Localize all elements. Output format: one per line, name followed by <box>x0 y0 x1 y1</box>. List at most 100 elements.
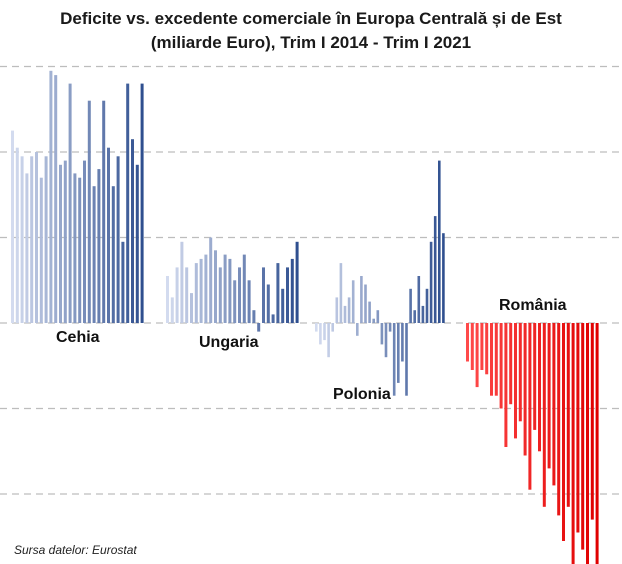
bar-romnia-22 <box>571 323 575 564</box>
bar-polonia-26 <box>421 305 425 323</box>
bar-polonia-1 <box>319 323 322 345</box>
bar-romnia-8 <box>504 323 508 447</box>
bar-polonia-23 <box>409 288 412 323</box>
bar-romnia-0 <box>466 323 469 362</box>
bar-ungaria-21 <box>266 284 270 323</box>
bar-romnia-19 <box>557 323 561 516</box>
bar-cehia-0 <box>11 130 14 323</box>
bar-cehia-26 <box>135 164 139 323</box>
bar-romnia-10 <box>514 323 517 439</box>
bar-polonia-30 <box>438 160 441 323</box>
bar-ungaria-16 <box>242 254 246 323</box>
country-label-cehia: Cehia <box>56 329 100 346</box>
bar-cehia-24 <box>126 83 130 323</box>
bar-ungaria-13 <box>228 258 232 323</box>
bar-ungaria-19 <box>257 323 261 332</box>
bar-cehia-15 <box>83 160 86 323</box>
chart-title: Deficite vs. excedente comerciale în Eur… <box>60 9 562 28</box>
bar-cehia-13 <box>73 173 77 323</box>
country-label-ungaria: Ungaria <box>199 334 259 351</box>
bar-ungaria-27 <box>295 241 299 323</box>
bar-polonia-0 <box>315 323 318 332</box>
chart-subtitle: (miliarde Euro), Trim I 2014 - Trim I 20… <box>150 33 472 52</box>
bar-cehia-2 <box>20 156 24 323</box>
bar-cehia-4 <box>30 156 34 323</box>
bar-cehia-19 <box>102 100 106 323</box>
bar-romnia-25 <box>586 323 589 564</box>
bar-polonia-20 <box>397 323 400 383</box>
bar-polonia-9 <box>351 280 355 324</box>
bar-romnia-7 <box>499 323 503 409</box>
bar-romnia-2 <box>475 323 479 388</box>
bar-ungaria-18 <box>252 310 256 323</box>
bar-ungaria-11 <box>218 267 222 323</box>
bar-cehia-27 <box>140 83 144 323</box>
bar-romnia-26 <box>590 323 594 520</box>
bar-romnia-9 <box>509 323 513 405</box>
bar-polonia-10 <box>356 323 359 336</box>
bar-romnia-18 <box>552 323 556 486</box>
bar-romnia-11 <box>518 323 522 422</box>
bar-cehia-25 <box>131 139 134 323</box>
bar-cehia-8 <box>49 70 53 323</box>
bar-cehia-21 <box>111 186 115 323</box>
bar-ungaria-20 <box>262 267 265 323</box>
bar-polonia-21 <box>401 323 404 362</box>
bar-ungaria-25 <box>286 267 289 323</box>
bar-romnia-5 <box>490 323 493 396</box>
bar-polonia-29 <box>433 216 437 323</box>
country-label-romania: România <box>499 297 567 314</box>
bar-polonia-24 <box>413 310 416 323</box>
bar-ungaria-2 <box>175 267 179 323</box>
bar-cehia-20 <box>107 147 110 323</box>
bar-polonia-2 <box>323 323 326 341</box>
bar-ungaria-7 <box>199 258 203 323</box>
bar-romnia-15 <box>538 323 541 452</box>
bar-cehia-14 <box>78 177 82 323</box>
bar-romnia-12 <box>523 323 527 456</box>
bar-cehia-6 <box>39 177 43 323</box>
bar-ungaria-9 <box>209 237 213 323</box>
bar-polonia-18 <box>388 323 392 332</box>
bar-ungaria-22 <box>271 314 275 323</box>
bar-polonia-11 <box>360 276 363 323</box>
bar-romnia-23 <box>576 323 580 533</box>
bar-polonia-22 <box>405 323 408 396</box>
bar-romnia-27 <box>595 323 599 564</box>
bar-polonia-13 <box>368 301 371 323</box>
bar-ungaria-8 <box>204 254 208 323</box>
bar-romnia-6 <box>494 323 498 396</box>
bar-polonia-3 <box>327 323 330 358</box>
bar-ungaria-14 <box>233 280 237 324</box>
bar-ungaria-3 <box>180 241 184 323</box>
bar-polonia-4 <box>331 323 334 332</box>
bar-polonia-25 <box>417 276 421 323</box>
bar-ungaria-4 <box>185 267 189 323</box>
bar-ungaria-15 <box>238 267 241 323</box>
country-label-polonia: Polonia <box>333 386 391 403</box>
bar-ungaria-1 <box>170 297 174 323</box>
bar-polonia-5 <box>335 297 339 323</box>
bar-polonia-16 <box>380 323 384 345</box>
bar-ungaria-12 <box>223 254 227 323</box>
bar-romnia-1 <box>470 323 474 370</box>
bar-cehia-18 <box>97 169 101 323</box>
bar-romnia-4 <box>485 323 489 375</box>
bar-polonia-15 <box>376 310 380 323</box>
bar-cehia-17 <box>92 186 96 323</box>
bar-polonia-27 <box>425 288 429 323</box>
bar-cehia-22 <box>116 156 120 323</box>
bar-cehia-12 <box>68 83 72 323</box>
source-note: Sursa datelor: Eurostat <box>14 543 137 557</box>
bar-romnia-20 <box>562 323 565 541</box>
bar-polonia-8 <box>347 297 351 323</box>
bar-polonia-6 <box>339 263 343 323</box>
bar-romnia-16 <box>542 323 546 507</box>
bar-polonia-14 <box>372 318 375 323</box>
bar-ungaria-5 <box>190 293 193 323</box>
bar-ungaria-10 <box>214 250 217 323</box>
bar-romnia-13 <box>528 323 532 490</box>
bar-romnia-17 <box>547 323 551 469</box>
